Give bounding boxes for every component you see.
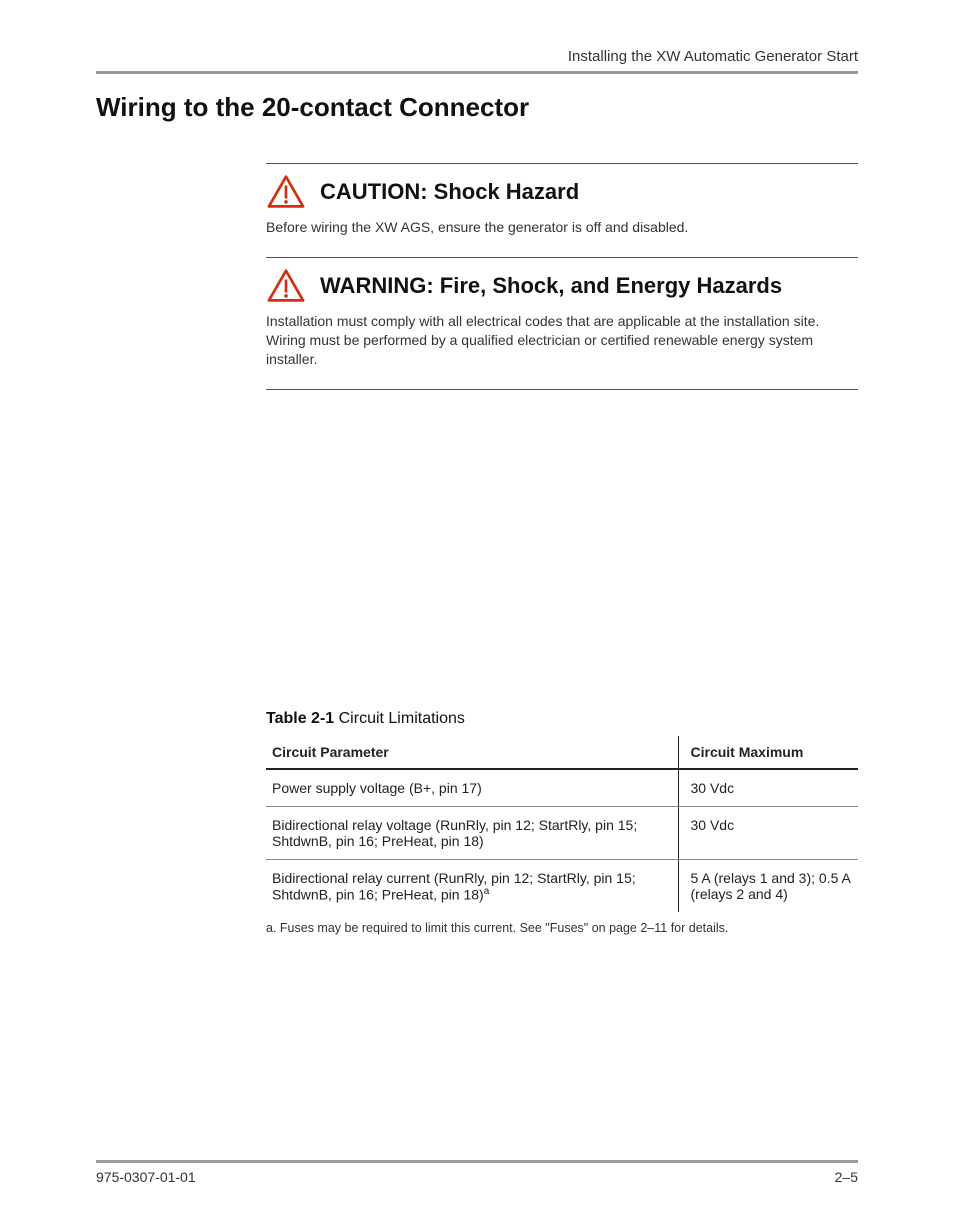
table-caption-text: Circuit Limitations bbox=[339, 710, 465, 727]
footer-page-number: 2–5 bbox=[835, 1169, 858, 1185]
table-number: Table 2-1 bbox=[266, 710, 334, 727]
table-row: Bidirectional relay current (RunRly, pin… bbox=[266, 859, 858, 912]
section-heading: Wiring to the 20-contact Connector bbox=[96, 92, 858, 123]
caution-callout: CAUTION: Shock Hazard Before wiring the … bbox=[266, 164, 858, 249]
cell-parameter: Power supply voltage (B+, pin 17) bbox=[266, 769, 678, 807]
page-footer: 975-0307-01-01 2–5 bbox=[96, 1160, 858, 1185]
cell-maximum: 30 Vdc bbox=[678, 769, 858, 807]
header-rule bbox=[96, 71, 858, 74]
footnote-text: Fuses may be required to limit this curr… bbox=[280, 921, 728, 935]
footnote-marker-inline: a bbox=[484, 886, 490, 897]
footer-rule bbox=[96, 1160, 858, 1163]
table-footnote: a. Fuses may be required to limit this c… bbox=[266, 920, 858, 937]
warning-callout: WARNING: Fire, Shock, and Energy Hazards… bbox=[266, 258, 858, 381]
running-head: Installing the XW Automatic Generator St… bbox=[96, 48, 858, 65]
col-header-maximum: Circuit Maximum bbox=[678, 736, 858, 769]
footer-doc-id: 975-0307-01-01 bbox=[96, 1169, 196, 1185]
warning-body: Installation must comply with all electr… bbox=[266, 310, 858, 381]
caution-body: Before wiring the XW AGS, ensure the gen… bbox=[266, 216, 858, 249]
cell-maximum: 5 A (relays 1 and 3); 0.5 A (relays 2 an… bbox=[678, 859, 858, 912]
cell-parameter: Bidirectional relay voltage (RunRly, pin… bbox=[266, 806, 678, 859]
circuit-limits-table: Circuit Parameter Circuit Maximum Power … bbox=[266, 736, 858, 913]
warning-triangle-icon bbox=[266, 174, 306, 210]
table-caption: Table 2-1 Circuit Limitations bbox=[266, 710, 858, 728]
table-section: Table 2-1 Circuit Limitations Circuit Pa… bbox=[266, 710, 858, 938]
footnote-marker: a. bbox=[266, 921, 276, 935]
col-header-parameter: Circuit Parameter bbox=[266, 736, 678, 769]
cell-maximum: 30 Vdc bbox=[678, 806, 858, 859]
warning-triangle-icon bbox=[266, 268, 306, 304]
callout-rule-bottom bbox=[266, 389, 858, 390]
warning-title: WARNING: Fire, Shock, and Energy Hazards bbox=[320, 273, 782, 299]
cell-parameter-text: Bidirectional relay current (RunRly, pin… bbox=[272, 870, 636, 903]
page: Installing the XW Automatic Generator St… bbox=[0, 0, 954, 1227]
table-row: Bidirectional relay voltage (RunRly, pin… bbox=[266, 806, 858, 859]
table-row: Power supply voltage (B+, pin 17) 30 Vdc bbox=[266, 769, 858, 807]
content-column: CAUTION: Shock Hazard Before wiring the … bbox=[266, 163, 858, 937]
cell-parameter: Bidirectional relay current (RunRly, pin… bbox=[266, 859, 678, 912]
caution-title: CAUTION: Shock Hazard bbox=[320, 179, 579, 205]
